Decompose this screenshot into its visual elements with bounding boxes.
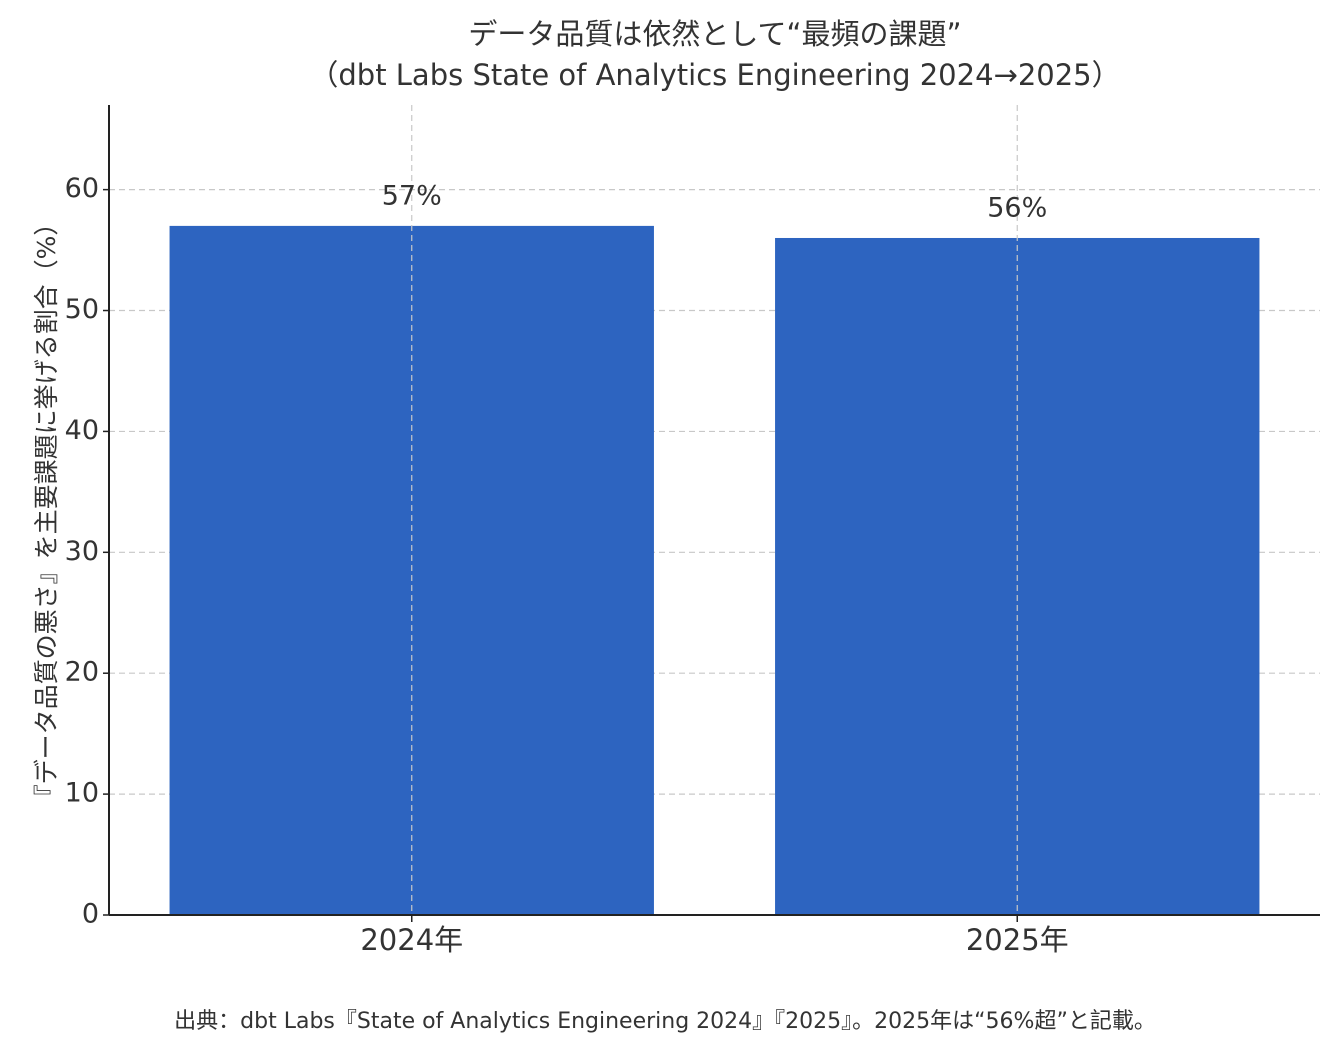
footnote: 出典：dbt Labs『State of Analytics Engineeri… — [174, 1009, 1156, 1034]
x-tick-label: 2025年 — [966, 923, 1069, 957]
y-tick-label: 0 — [82, 899, 99, 930]
x-tick-label: 2024年 — [360, 923, 463, 957]
y-tick-label: 30 — [65, 536, 99, 567]
chart-title: データ品質は依然として“最頻の課題” — [468, 17, 961, 51]
y-tick-label: 50 — [65, 294, 99, 325]
chart-subtitle: （dbt Labs State of Analytics Engineering… — [309, 58, 1120, 92]
y-axis-label: 『データ品質の悪さ』を主要課題に挙げる割合（%） — [32, 211, 61, 810]
y-tick-label: 60 — [65, 173, 99, 204]
y-tick-label: 40 — [65, 415, 99, 446]
y-tick-label: 10 — [65, 778, 99, 809]
value-label: 57% — [382, 180, 442, 211]
value-label: 56% — [987, 192, 1047, 223]
y-tick-label: 20 — [65, 657, 99, 688]
